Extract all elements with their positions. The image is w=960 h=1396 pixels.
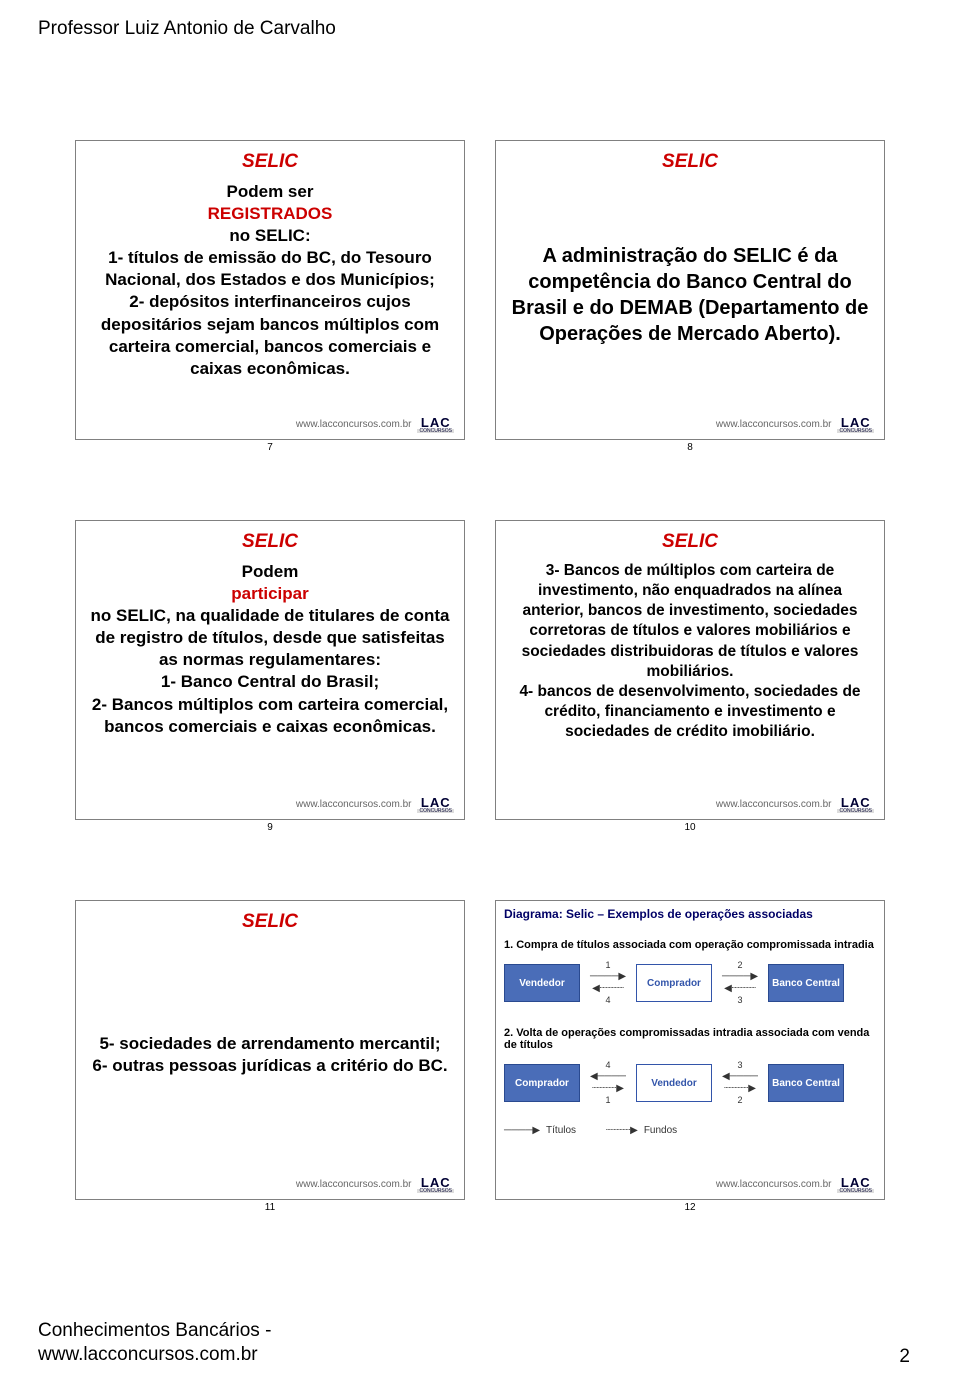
slides-grid: SELIC Podem ser REGISTRADOS no SELIC:1- … bbox=[75, 140, 885, 1200]
footer-url: www.lacconcursos.com.br bbox=[716, 419, 832, 430]
logo-icon: LAC CONCURSOS bbox=[417, 797, 454, 813]
slide-12-diagram: Diagrama: Selic – Exemplos de operações … bbox=[495, 900, 885, 1200]
slide-footer: www.lacconcursos.com.br LAC CONCURSOS bbox=[296, 797, 454, 813]
logo-icon: LAC CONCURSOS bbox=[837, 417, 874, 433]
slide-footer: www.lacconcursos.com.br LAC CONCURSOS bbox=[716, 1177, 874, 1193]
box-vendedor: Vendedor bbox=[504, 964, 580, 1002]
box-vendedor: Vendedor bbox=[636, 1064, 712, 1102]
legend: ────▶ Títulos ┈┈┈┈▶ Fundos bbox=[504, 1125, 876, 1136]
slide-title: SELIC bbox=[90, 151, 450, 173]
box-banco-central: Banco Central bbox=[768, 964, 844, 1002]
slide-number: 7 bbox=[267, 442, 273, 453]
slide-body: Podem participar no SELIC, na qualidade … bbox=[90, 561, 450, 789]
slide-title: SELIC bbox=[510, 151, 870, 173]
footer-url: www.lacconcursos.com.br bbox=[296, 799, 412, 810]
slide-body: A administração do SELIC é da competênci… bbox=[510, 181, 870, 409]
page-footer: Conhecimentos Bancários - www.lacconcurs… bbox=[38, 1319, 910, 1368]
slide-8: SELIC A administração do SELIC é da comp… bbox=[495, 140, 885, 440]
footer-url: www.lacconcursos.com.br bbox=[296, 1179, 412, 1190]
arrow-block: 3 ◀──── ┈┈┈┈▶ 2 bbox=[718, 1061, 762, 1105]
slide-number: 10 bbox=[684, 822, 695, 833]
section2-title: 2. Volta de operações compromissadas int… bbox=[504, 1027, 876, 1051]
box-comprador: Comprador bbox=[636, 964, 712, 1002]
box-banco-central: Banco Central bbox=[768, 1064, 844, 1102]
slide-number: 9 bbox=[267, 822, 273, 833]
page-number: 2 bbox=[899, 1346, 910, 1368]
slide-footer: www.lacconcursos.com.br LAC CONCURSOS bbox=[296, 1177, 454, 1193]
diagram-row-1: Vendedor 1 ────▶ ◀┈┈┈┈ 4 Comprador 2 ───… bbox=[504, 961, 876, 1005]
logo-icon: LAC CONCURSOS bbox=[417, 417, 454, 433]
slide-7: SELIC Podem ser REGISTRADOS no SELIC:1- … bbox=[75, 140, 465, 440]
section1-title: 1. Compra de títulos associada com opera… bbox=[504, 939, 876, 951]
logo-icon: LAC CONCURSOS bbox=[417, 1177, 454, 1193]
legend-fundos: ┈┈┈┈▶ Fundos bbox=[606, 1125, 677, 1136]
page-footer-left: Conhecimentos Bancários - www.lacconcurs… bbox=[38, 1319, 271, 1368]
slide-footer: www.lacconcursos.com.br LAC CONCURSOS bbox=[296, 417, 454, 433]
slide-number: 8 bbox=[687, 442, 693, 453]
slide-body: Podem ser REGISTRADOS no SELIC:1- título… bbox=[90, 181, 450, 409]
diagram-row-2: Comprador 4 ◀──── ┈┈┈┈▶ 1 Vendedor 3 ◀──… bbox=[504, 1061, 876, 1105]
slide-number: 11 bbox=[265, 1202, 275, 1213]
footer-url: www.lacconcursos.com.br bbox=[716, 1179, 832, 1190]
footer-url: www.lacconcursos.com.br bbox=[296, 419, 412, 430]
diagram-title: Diagrama: Selic – Exemplos de operações … bbox=[504, 907, 876, 921]
slide-footer: www.lacconcursos.com.br LAC CONCURSOS bbox=[716, 417, 874, 433]
slide-body: 3- Bancos de múltiplos com carteira de i… bbox=[510, 561, 870, 789]
footer-url: www.lacconcursos.com.br bbox=[716, 799, 832, 810]
logo-icon: LAC CONCURSOS bbox=[837, 1177, 874, 1193]
box-comprador: Comprador bbox=[504, 1064, 580, 1102]
slide-title: SELIC bbox=[90, 531, 450, 553]
legend-titulos: ────▶ Títulos bbox=[504, 1125, 576, 1136]
slide-11: SELIC 5- sociedades de arrendamento merc… bbox=[75, 900, 465, 1200]
arrow-block: 2 ────▶ ◀┈┈┈┈ 3 bbox=[718, 961, 762, 1005]
arrow-block: 4 ◀──── ┈┈┈┈▶ 1 bbox=[586, 1061, 630, 1105]
slide-number: 12 bbox=[684, 1202, 695, 1213]
arrow-block: 1 ────▶ ◀┈┈┈┈ 4 bbox=[586, 961, 630, 1005]
page-header: Professor Luiz Antonio de Carvalho bbox=[38, 18, 336, 40]
logo-icon: LAC CONCURSOS bbox=[837, 797, 874, 813]
slide-footer: www.lacconcursos.com.br LAC CONCURSOS bbox=[716, 797, 874, 813]
slide-title: SELIC bbox=[510, 531, 870, 553]
slide-10: SELIC 3- Bancos de múltiplos com carteir… bbox=[495, 520, 885, 820]
slide-title: SELIC bbox=[90, 911, 450, 933]
slide-body: 5- sociedades de arrendamento mercantil;… bbox=[90, 941, 450, 1169]
slide-9: SELIC Podem participar no SELIC, na qual… bbox=[75, 520, 465, 820]
